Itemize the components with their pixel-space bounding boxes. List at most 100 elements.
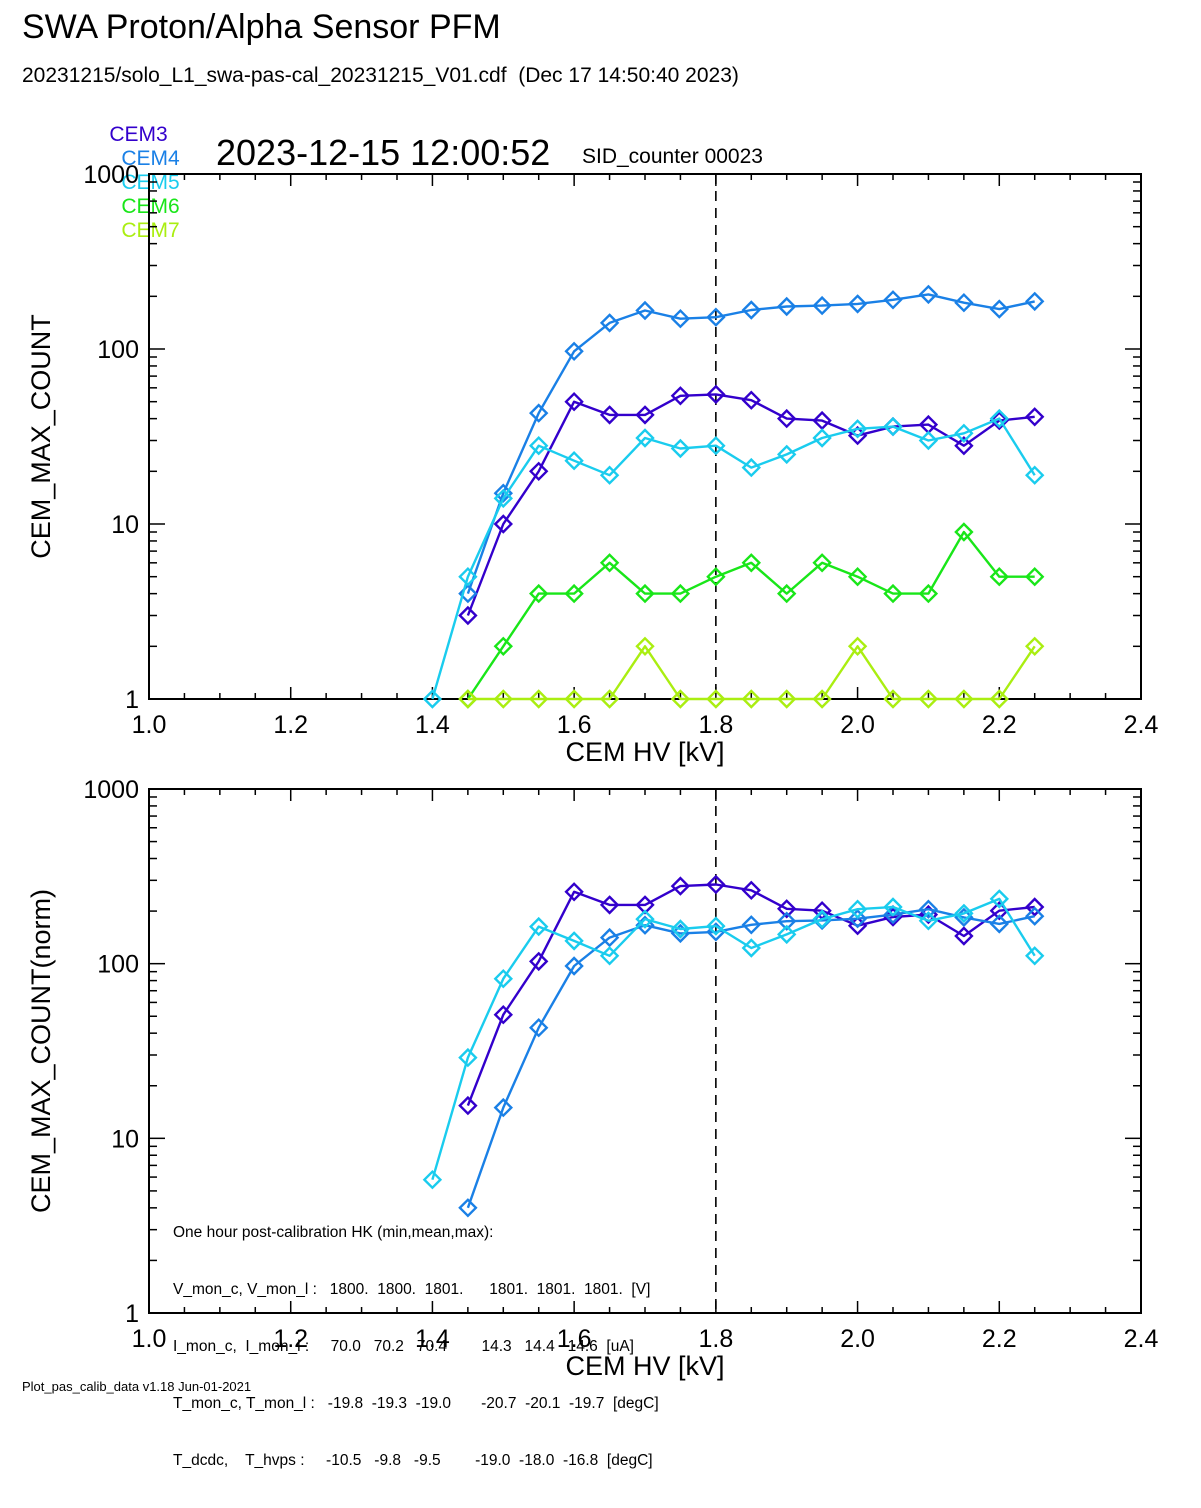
page-title: SWA Proton/Alpha Sensor PFM <box>22 8 501 46</box>
data-point <box>812 428 832 448</box>
data-point <box>989 914 1009 934</box>
y-tick-label: 10 <box>111 1125 139 1153</box>
data-point <box>529 403 549 423</box>
data-point <box>918 583 939 604</box>
x-tick-label: 1.2 <box>273 711 308 739</box>
series-cem5 <box>422 889 1045 1190</box>
data-point <box>847 909 868 929</box>
data-point <box>493 514 513 534</box>
data-point <box>493 1097 513 1118</box>
data-point <box>918 430 939 451</box>
hk-note-line: I_mon_c, I_mon_l : 70.0 70.2 70.4 14.3 1… <box>173 1338 634 1355</box>
data-point <box>777 924 797 945</box>
data-point <box>741 300 761 320</box>
hk-note-line: V_mon_c, V_mon_l : 1800. 1800. 1801. 180… <box>173 1281 651 1298</box>
data-point <box>706 307 726 327</box>
data-point <box>741 938 761 958</box>
data-point <box>564 392 584 412</box>
data-point <box>847 419 868 439</box>
x-tick-label: 1.8 <box>698 1325 733 1353</box>
data-point <box>883 583 903 604</box>
y-axis-label: CEM_MAX_COUNT(norm) <box>26 889 56 1213</box>
data-point <box>599 553 620 573</box>
hk-note-line: T_mon_c, T_mon_l : -19.8 -19.3 -19.0 -20… <box>173 1395 659 1412</box>
data-point <box>458 689 478 709</box>
sid-counter: SID_counter 00023 <box>582 145 763 168</box>
data-point <box>918 899 939 919</box>
data-point <box>847 567 868 587</box>
data-point <box>847 636 868 656</box>
series-cem3 <box>458 384 1045 626</box>
x-tick-label: 1.0 <box>132 1325 167 1353</box>
series-cem6 <box>458 522 1045 709</box>
data-point <box>954 903 974 924</box>
data-point <box>883 904 903 925</box>
data-point <box>741 880 761 900</box>
data-point <box>954 436 974 456</box>
plot-frame <box>148 173 1142 700</box>
data-point <box>989 889 1009 909</box>
plot-page: SWA Proton/Alpha Sensor PFM 20231215/sol… <box>22 8 1159 1469</box>
legend-item-cem7: CEM7 <box>121 219 180 242</box>
data-point <box>989 410 1009 431</box>
data-point <box>706 436 726 456</box>
data-point <box>599 895 620 915</box>
hk-note-line: T_dcdc, T_hvps : -10.5 -9.8 -9.5 -19.0 -… <box>173 1452 653 1469</box>
data-point <box>1025 291 1045 312</box>
data-point <box>954 293 974 313</box>
series-line <box>467 645 1036 701</box>
series-line <box>431 897 1036 1181</box>
y-tick-label: 1 <box>125 686 139 714</box>
data-point <box>458 1095 478 1116</box>
data-point <box>564 882 584 902</box>
data-point <box>1025 465 1045 485</box>
y-tick-label: 1000 <box>83 161 139 189</box>
x-tick-label: 1.4 <box>415 1325 450 1353</box>
x-tick-label: 2.0 <box>840 711 875 739</box>
data-point <box>777 296 797 317</box>
data-point <box>706 384 726 405</box>
data-point <box>493 636 513 656</box>
data-point <box>812 553 832 573</box>
data-point <box>1025 567 1045 587</box>
data-point <box>670 438 691 459</box>
y-axis-label: CEM_MAX_COUNT <box>26 314 56 559</box>
data-point <box>599 946 620 966</box>
legend-item-cem4: CEM4 <box>121 147 180 170</box>
data-point <box>918 689 939 709</box>
data-point <box>883 290 903 310</box>
data-point <box>529 689 549 709</box>
data-point <box>954 926 974 946</box>
data-point <box>458 1047 478 1068</box>
data-point <box>599 465 620 485</box>
data-point <box>670 689 691 709</box>
data-point <box>564 341 584 361</box>
data-point <box>777 689 797 709</box>
hk-note-line: One hour post-calibration HK (min,mean,m… <box>173 1224 494 1241</box>
data-point <box>635 300 655 321</box>
x-tick-label: 1.6 <box>557 1325 592 1353</box>
data-point <box>670 876 691 896</box>
x-tick-label: 1.6 <box>557 711 592 739</box>
x-tick-label: 2.2 <box>982 711 1017 739</box>
data-point <box>1025 636 1045 656</box>
data-point <box>635 428 655 448</box>
data-point <box>847 294 868 314</box>
data-point <box>564 583 584 604</box>
data-point <box>458 1198 478 1218</box>
data-point <box>599 689 620 709</box>
data-point <box>493 488 513 509</box>
data-point <box>599 313 620 333</box>
data-point <box>1025 906 1045 926</box>
data-point <box>670 386 691 406</box>
data-point <box>529 436 549 456</box>
x-tick-label: 2.4 <box>1124 1325 1159 1353</box>
legend-item-cem6: CEM6 <box>121 195 180 218</box>
legend: CEM3 CEM4 CEM5 CEM6 CEM7 <box>86 99 180 267</box>
file-info: 20231215/solo_L1_swa-pas-cal_20231215_V0… <box>22 64 739 87</box>
data-point <box>883 416 903 437</box>
data-point <box>989 689 1009 709</box>
series-line <box>466 393 1035 616</box>
data-point <box>954 522 974 542</box>
x-tick-label: 1.8 <box>698 711 733 739</box>
